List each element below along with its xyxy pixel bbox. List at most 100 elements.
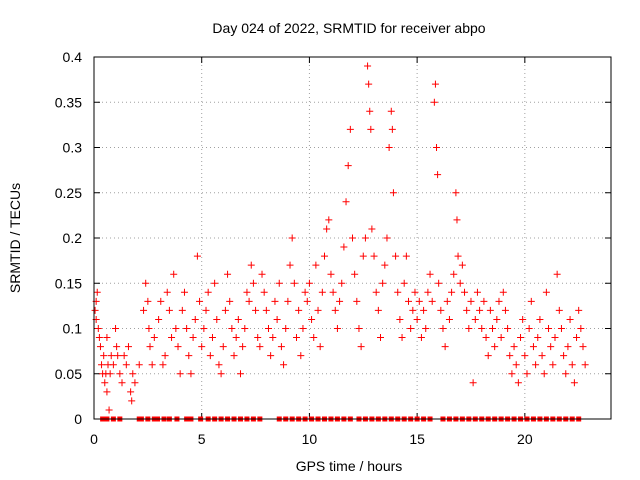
data-point — [187, 370, 195, 378]
data-point — [484, 352, 492, 360]
data-point — [527, 297, 535, 305]
data-point — [413, 315, 421, 323]
data-point — [452, 189, 460, 197]
data-point — [467, 297, 475, 305]
data-point — [402, 252, 410, 260]
data-point — [486, 306, 494, 314]
data-point — [236, 370, 244, 378]
data-point — [256, 343, 264, 351]
data-point — [116, 370, 124, 378]
data-point — [144, 297, 152, 305]
data-point — [501, 306, 509, 314]
y-axis-label: SRMTID / TECUs — [7, 183, 23, 293]
data-point — [122, 361, 130, 369]
data-point — [331, 306, 339, 314]
data-point — [344, 162, 352, 170]
data-point — [420, 306, 428, 314]
data-point — [497, 334, 505, 342]
y-tick-label: 0.05 — [55, 366, 82, 382]
data-point — [557, 325, 565, 332]
data-point — [327, 270, 335, 278]
data-point — [372, 288, 380, 296]
data-point — [450, 270, 458, 278]
data-point — [249, 279, 257, 287]
data-point — [431, 80, 439, 88]
data-point — [512, 361, 520, 369]
data-point — [165, 306, 173, 314]
data-point — [453, 216, 461, 224]
data-point — [101, 379, 109, 387]
data-point — [433, 144, 441, 151]
data-point — [579, 343, 587, 351]
data-point — [221, 306, 229, 314]
data-point — [560, 352, 568, 360]
data-point — [103, 334, 111, 342]
y-tick-label: 0.1 — [63, 321, 83, 337]
data-point — [185, 352, 193, 360]
data-point — [320, 252, 328, 260]
data-point — [215, 361, 223, 369]
data-point — [461, 288, 469, 296]
chart-title: Day 024 of 2022, SRMTID for receiver abp… — [212, 20, 485, 36]
data-point — [428, 297, 436, 305]
y-tick-label: 0.15 — [55, 275, 82, 291]
data-point — [491, 343, 499, 351]
data-point — [211, 279, 219, 287]
data-point — [379, 279, 387, 287]
data-point — [178, 306, 186, 314]
data-point — [385, 144, 393, 151]
data-point — [234, 315, 242, 323]
data-point — [94, 325, 102, 332]
data-point — [260, 288, 268, 296]
data-point — [312, 261, 320, 269]
data-point — [471, 315, 479, 323]
data-point — [504, 325, 512, 332]
data-point — [243, 288, 251, 296]
data-point — [325, 216, 333, 224]
data-point — [129, 370, 137, 378]
data-point — [224, 270, 232, 278]
data-point — [417, 334, 425, 342]
data-point — [538, 352, 546, 360]
data-point — [163, 288, 171, 296]
data-point — [135, 361, 143, 369]
data-point — [258, 270, 266, 278]
data-point — [254, 334, 262, 342]
data-point — [523, 370, 531, 378]
data-point — [359, 252, 367, 260]
data-point — [489, 325, 497, 332]
data-point — [437, 306, 445, 314]
data-point — [206, 352, 214, 360]
data-point — [292, 334, 300, 342]
data-point — [127, 388, 135, 396]
data-point — [232, 334, 240, 342]
data-point — [392, 252, 400, 260]
data-point — [180, 288, 188, 296]
data-point — [286, 261, 294, 269]
data-point — [540, 370, 548, 378]
y-tick-label: 0.2 — [63, 230, 83, 246]
data-point — [269, 334, 277, 342]
data-point — [374, 306, 382, 314]
data-point — [159, 361, 167, 369]
data-point — [499, 288, 507, 296]
data-point — [200, 325, 208, 332]
data-point — [241, 325, 249, 332]
data-point — [456, 279, 464, 287]
data-point — [338, 279, 346, 287]
data-point — [264, 325, 272, 332]
data-point — [529, 343, 537, 351]
data-point — [140, 306, 148, 314]
data-point — [118, 379, 126, 387]
data-point — [196, 297, 204, 305]
data-point — [493, 315, 501, 323]
data-point — [575, 306, 583, 314]
data-point — [91, 306, 99, 314]
data-point — [532, 361, 540, 369]
data-point — [355, 325, 363, 332]
data-point — [340, 243, 348, 251]
data-point — [519, 315, 527, 323]
data-point — [506, 352, 514, 360]
data-point — [424, 288, 432, 296]
y-tick-label: 0 — [74, 411, 82, 427]
